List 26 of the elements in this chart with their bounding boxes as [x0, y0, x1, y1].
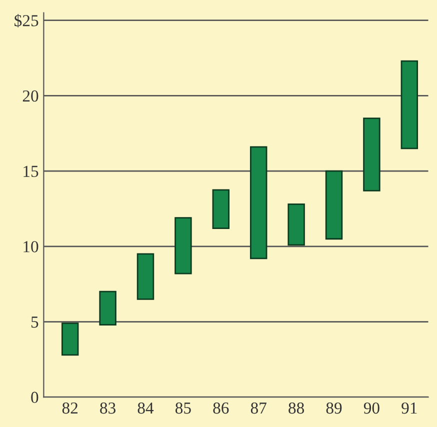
x-tick-label: 88	[288, 402, 304, 414]
x-tick-label: 87	[250, 402, 266, 414]
y-tick-label: 0	[31, 392, 38, 404]
bar	[99, 290, 116, 326]
x-tick-label: 85	[176, 402, 191, 414]
x-tick-label: 84	[138, 402, 154, 414]
x-tick-label: 89	[326, 402, 342, 414]
y-tick-label: 15	[24, 166, 38, 177]
bar	[61, 322, 79, 356]
bar	[288, 204, 305, 246]
x-tick-label: 90	[364, 402, 380, 414]
bar	[136, 253, 154, 300]
bar	[174, 217, 192, 274]
bar	[325, 170, 343, 240]
x-tick-label: 91	[402, 402, 417, 414]
y-tick-label: 20	[22, 90, 38, 102]
y-tick-label: $25	[14, 14, 38, 28]
bar	[363, 118, 380, 192]
bar	[212, 189, 230, 230]
x-tick-label: 82	[62, 402, 78, 414]
x-tick-label: 86	[213, 402, 229, 414]
bar	[400, 60, 418, 150]
x-tick-label: 83	[100, 402, 116, 414]
y-tick-label: 10	[24, 241, 38, 252]
bar	[250, 146, 268, 260]
y-tick-label: 5	[31, 316, 38, 328]
